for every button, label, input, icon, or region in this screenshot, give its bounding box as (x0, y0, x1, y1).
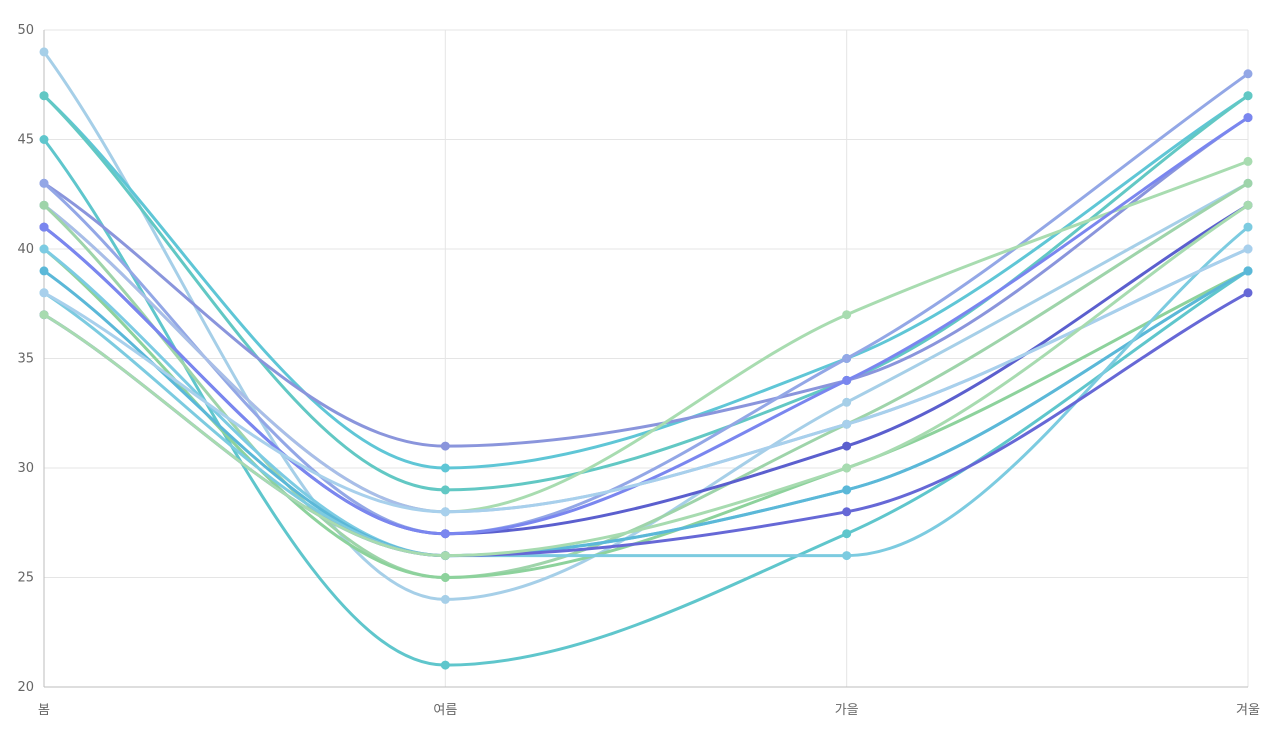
data-point[interactable] (39, 244, 49, 254)
series-line (42, 94, 1250, 470)
tick-label-layer: 20 25 30 35 40 45 50 봄 여름 가을 겨울 (17, 23, 1260, 718)
series-line (42, 138, 1250, 667)
x-tick-label: 겨울 (1236, 703, 1260, 718)
data-point[interactable] (440, 463, 450, 473)
data-point[interactable] (842, 507, 852, 517)
data-point[interactable] (842, 354, 852, 363)
data-point[interactable] (842, 441, 852, 451)
data-point[interactable] (440, 660, 450, 670)
series-13 (39, 244, 1253, 561)
data-point[interactable] (440, 594, 450, 604)
data-point[interactable] (39, 200, 49, 210)
data-point[interactable] (440, 551, 450, 561)
data-point[interactable] (1243, 244, 1253, 254)
data-point[interactable] (842, 463, 852, 473)
data-point[interactable] (440, 529, 450, 539)
data-point[interactable] (842, 551, 852, 561)
data-point[interactable] (39, 288, 49, 298)
data-point[interactable] (39, 310, 49, 320)
series-11 (39, 113, 1253, 539)
x-tick-label: 봄 (38, 703, 50, 718)
data-point[interactable] (1243, 266, 1253, 276)
series-18 (39, 200, 1253, 561)
series-line (42, 116, 1250, 536)
data-point[interactable] (842, 375, 852, 385)
series-line (42, 116, 1250, 448)
y-tick-label: 45 (17, 133, 34, 148)
data-point[interactable] (842, 397, 852, 407)
data-point[interactable] (440, 573, 450, 582)
y-tick-label: 35 (17, 352, 34, 367)
y-tick-label: 20 (17, 680, 34, 695)
data-point[interactable] (440, 485, 450, 495)
series-line (42, 247, 1250, 558)
data-point[interactable] (1243, 178, 1253, 188)
series-4 (39, 135, 1253, 670)
data-point[interactable] (1243, 288, 1253, 298)
y-tick-label: 25 (17, 571, 34, 586)
data-point[interactable] (39, 135, 49, 144)
series-line (42, 203, 1250, 558)
data-point[interactable] (440, 441, 450, 451)
series-layer (39, 47, 1253, 670)
series-16 (39, 244, 1253, 517)
y-tick-label: 30 (17, 461, 34, 476)
data-point[interactable] (1243, 200, 1253, 210)
data-point[interactable] (39, 47, 49, 57)
x-tick-label: 가을 (835, 703, 859, 718)
data-point[interactable] (39, 91, 49, 101)
data-point[interactable] (1243, 69, 1253, 79)
data-point[interactable] (440, 507, 450, 517)
data-point[interactable] (842, 485, 852, 495)
data-point[interactable] (39, 266, 49, 276)
data-point[interactable] (842, 310, 852, 320)
y-tick-label: 40 (17, 242, 34, 257)
data-point[interactable] (39, 178, 49, 188)
data-point[interactable] (1243, 91, 1253, 101)
y-tick-label: 50 (17, 23, 34, 38)
data-point[interactable] (1243, 222, 1253, 232)
series-line (42, 94, 1250, 492)
data-point[interactable] (39, 222, 49, 232)
series-line (42, 72, 1250, 536)
x-tick-label: 여름 (433, 703, 457, 718)
data-point[interactable] (1243, 156, 1253, 166)
data-point[interactable] (842, 419, 852, 429)
series-line (42, 247, 1250, 514)
data-point[interactable] (842, 529, 852, 539)
series-15 (39, 222, 1253, 561)
series-line (42, 269, 1250, 558)
series-line (42, 225, 1250, 558)
data-point[interactable] (1243, 113, 1253, 123)
